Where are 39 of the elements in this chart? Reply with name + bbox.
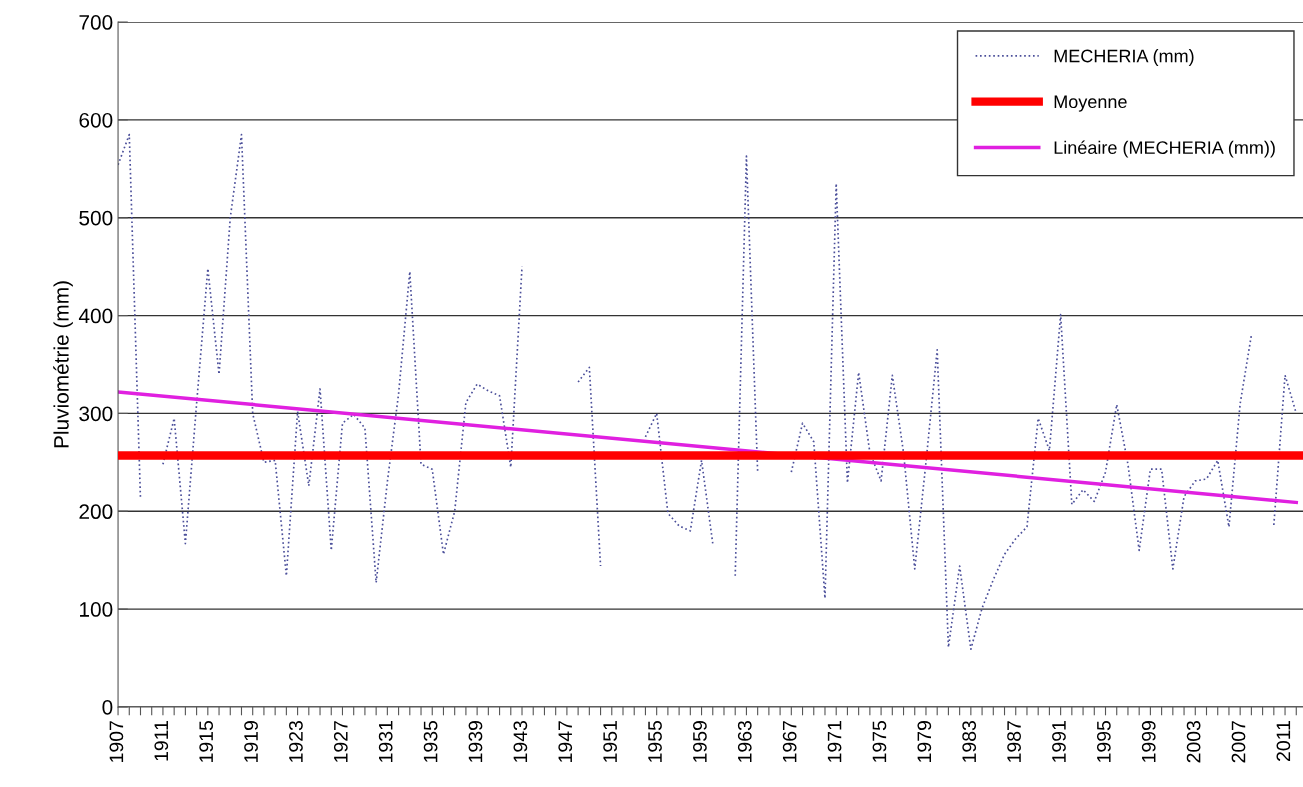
x-tick-label: 1947	[558, 721, 573, 762]
y-tick-label: 600	[79, 112, 113, 128]
x-tick-label: 1987	[1007, 721, 1021, 762]
y-tick-label: 300	[79, 406, 113, 422]
x-tick-label: 1931	[378, 721, 393, 762]
x-tick-label: 1971	[827, 721, 842, 762]
x-tick-label: 1915	[199, 720, 214, 762]
x-tick-label: 1923	[289, 721, 303, 762]
x-tick-label: 1939	[468, 721, 483, 762]
x-tick-label: 1991	[1052, 721, 1066, 762]
x-tick-label: 1919	[244, 721, 258, 762]
x-tick-label: 1911	[154, 721, 169, 761]
y-tick-label: 400	[78, 308, 113, 324]
x-tick-label: 1979	[917, 721, 932, 762]
legend-label: MECHERIA (mm)	[1054, 49, 1194, 66]
y-tick-label: 500	[79, 210, 113, 226]
x-tick-label: 1963	[737, 721, 752, 762]
x-tick-label: 1995	[1096, 720, 1111, 762]
x-tick-label: 1983	[962, 721, 977, 762]
x-tick-label: 1927	[333, 721, 348, 762]
y-tick-label: 100	[80, 602, 113, 617]
y-tick-label: 200	[79, 504, 113, 520]
x-tick-label: 1943	[513, 721, 528, 762]
x-tick-label: 1951	[603, 721, 617, 762]
y-tick-label: 700	[79, 15, 113, 30]
x-tick-label: 1935	[423, 720, 438, 762]
x-tick-label: 2007	[1231, 721, 1246, 763]
x-tick-label: 2011	[1276, 721, 1291, 761]
legend-label: Linéaire (MECHERIA (mm))	[1054, 140, 1275, 158]
x-tick-label: 1999	[1141, 721, 1156, 762]
legend-label: Moyenne	[1054, 95, 1127, 112]
x-tick-label: 1959	[693, 721, 707, 762]
y-tick-label: 0	[102, 699, 113, 715]
x-tick-label: 1955	[648, 720, 662, 762]
x-tick-label: 1967	[782, 721, 797, 762]
x-tick-label: 1907	[109, 721, 124, 762]
y-axis-title: Pluviométrie (mm)	[53, 281, 73, 448]
x-tick-label: 1975	[872, 720, 887, 762]
x-tick-label: 2003	[1186, 721, 1201, 763]
